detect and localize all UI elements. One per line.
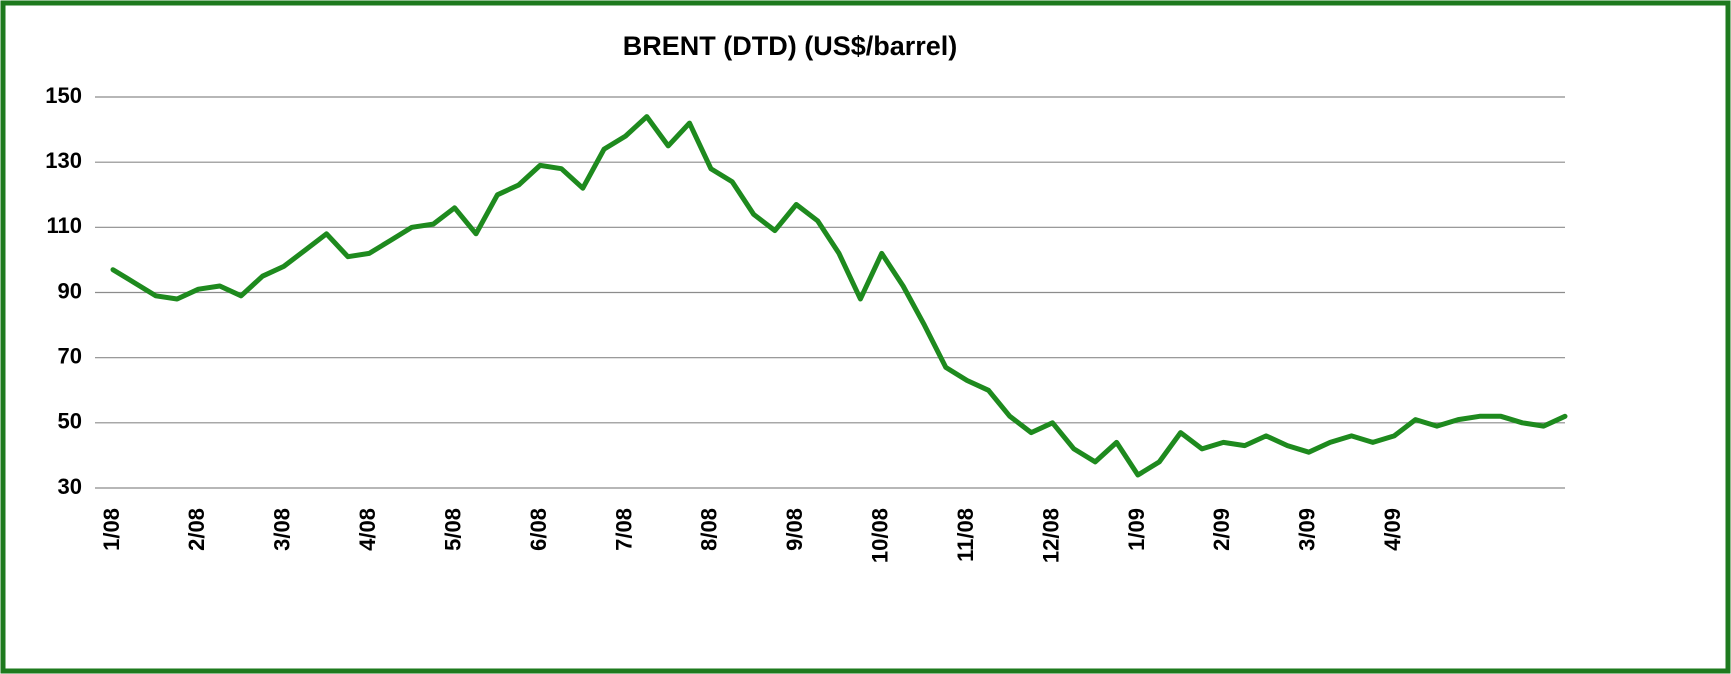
data-line — [110, 114, 1568, 478]
y-tick-label: 30 — [58, 474, 82, 499]
x-tick-label: 8/08 — [697, 508, 722, 551]
y-tick-label: 110 — [47, 213, 83, 238]
x-tick-label: 6/08 — [526, 508, 551, 551]
x-tick-label: 4/09 — [1380, 508, 1405, 551]
x-tick-label: 3/08 — [270, 508, 295, 551]
y-tick-label: 70 — [58, 343, 82, 368]
x-tick-label: 2/09 — [1209, 508, 1234, 551]
x-tick-label: 10/08 — [868, 508, 893, 563]
y-tick-label: 130 — [45, 148, 82, 173]
x-tick-label: 7/08 — [611, 508, 636, 551]
x-tick-label: 12/08 — [1038, 508, 1063, 563]
x-tick-label: 5/08 — [440, 508, 465, 551]
y-tick-label: 150 — [45, 83, 82, 108]
y-tick-label: 50 — [58, 409, 82, 434]
x-tick-label: 1/09 — [1124, 508, 1149, 551]
x-tick-label: 9/08 — [782, 508, 807, 551]
chart-title: BRENT (DTD) (US$/barrel) — [623, 31, 958, 61]
x-tick-label: 4/08 — [355, 508, 380, 551]
y-tick-label: 90 — [58, 278, 82, 303]
x-tick-label: 2/08 — [184, 508, 209, 551]
x-tick-label: 11/08 — [953, 508, 978, 562]
x-tick-label: 1/08 — [99, 508, 124, 551]
x-tick-label: 3/09 — [1295, 508, 1320, 551]
